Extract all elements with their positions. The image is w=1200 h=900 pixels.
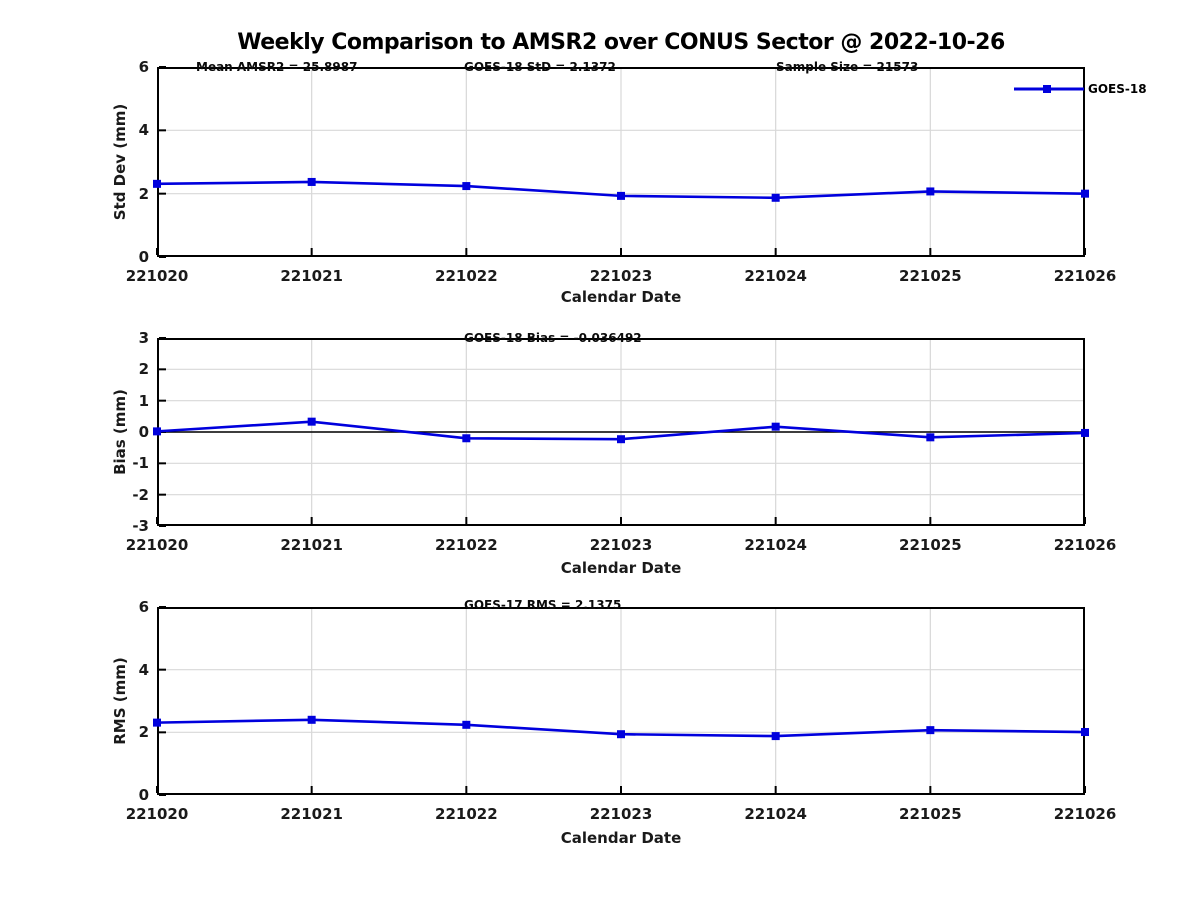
y-tick-label: 4 xyxy=(138,660,149,679)
x-tick-label: 221024 xyxy=(744,536,807,554)
x-tick-label: 221024 xyxy=(744,267,807,285)
std-dev-plot-area xyxy=(153,66,1089,258)
x-tick-label: 221022 xyxy=(435,267,498,285)
x-tick-label: 221021 xyxy=(280,536,343,554)
bias-x-axis-label: Calendar Date xyxy=(560,559,682,577)
x-tick-label: 221020 xyxy=(125,805,189,823)
y-tick-label: 2 xyxy=(138,723,149,742)
std-dev-x-axis-label: Calendar Date xyxy=(560,288,682,306)
rms-plot-area xyxy=(153,606,1089,796)
rms-x-axis-label: Calendar Date xyxy=(560,829,682,847)
x-tick-label: 221022 xyxy=(435,805,498,823)
x-tick-label: 221024 xyxy=(744,805,807,823)
y-tick-label: 4 xyxy=(138,121,149,140)
y-tick-label: 6 xyxy=(138,58,149,76)
x-tick-label: 221020 xyxy=(125,536,189,554)
x-tick-label: 221020 xyxy=(125,267,189,285)
x-tick-label: 221025 xyxy=(899,267,962,285)
rms-y-axis-label: RMS (mm) xyxy=(111,657,129,745)
x-tick-label: 221026 xyxy=(1053,536,1117,554)
y-tick-label: -2 xyxy=(132,485,149,504)
y-tick-label: -3 xyxy=(132,517,149,535)
x-tick-label: 221025 xyxy=(899,805,962,823)
sample-size-annotation: Sample Size = 21573 xyxy=(776,60,919,74)
y-tick-label: 6 xyxy=(138,598,149,616)
mean-amsr2-annotation: Mean AMSR2 = 25.8987 xyxy=(196,60,358,74)
figure-title: Weekly Comparison to AMSR2 over CONUS Se… xyxy=(237,30,1005,55)
y-tick-label: 0 xyxy=(138,423,149,441)
x-tick-label: 221023 xyxy=(589,267,653,285)
legend-line-marker-icon xyxy=(1014,85,1084,93)
y-tick-label: 3 xyxy=(138,329,149,347)
y-tick-label: 2 xyxy=(138,184,149,203)
legend-label: GOES-18 xyxy=(1088,82,1147,96)
x-tick-label: 221021 xyxy=(280,805,343,823)
y-tick-label: 0 xyxy=(138,248,149,266)
goes18-std-annotation: GOES-18 StD = 2.1372 xyxy=(464,60,616,74)
x-tick-label: 221026 xyxy=(1053,267,1117,285)
y-tick-label: 0 xyxy=(138,786,149,804)
goes17-rms-annotation: GOES-17 RMS = 2.1375 xyxy=(464,598,622,612)
x-tick-label: 221026 xyxy=(1053,805,1117,823)
y-tick-label: -1 xyxy=(132,454,149,473)
y-tick-label: 2 xyxy=(138,360,149,379)
x-tick-label: 221023 xyxy=(589,805,653,823)
goes18-bias-annotation: GOES-18 Bias = -0.036492 xyxy=(464,331,642,345)
x-tick-label: 221022 xyxy=(435,536,498,554)
bias-plot-area xyxy=(153,337,1089,527)
std-dev-y-axis-label: Std Dev (mm) xyxy=(111,103,129,221)
x-tick-label: 221021 xyxy=(280,267,343,285)
x-tick-label: 221023 xyxy=(589,536,653,554)
x-tick-label: 221025 xyxy=(899,536,962,554)
y-tick-label: 1 xyxy=(138,391,149,410)
